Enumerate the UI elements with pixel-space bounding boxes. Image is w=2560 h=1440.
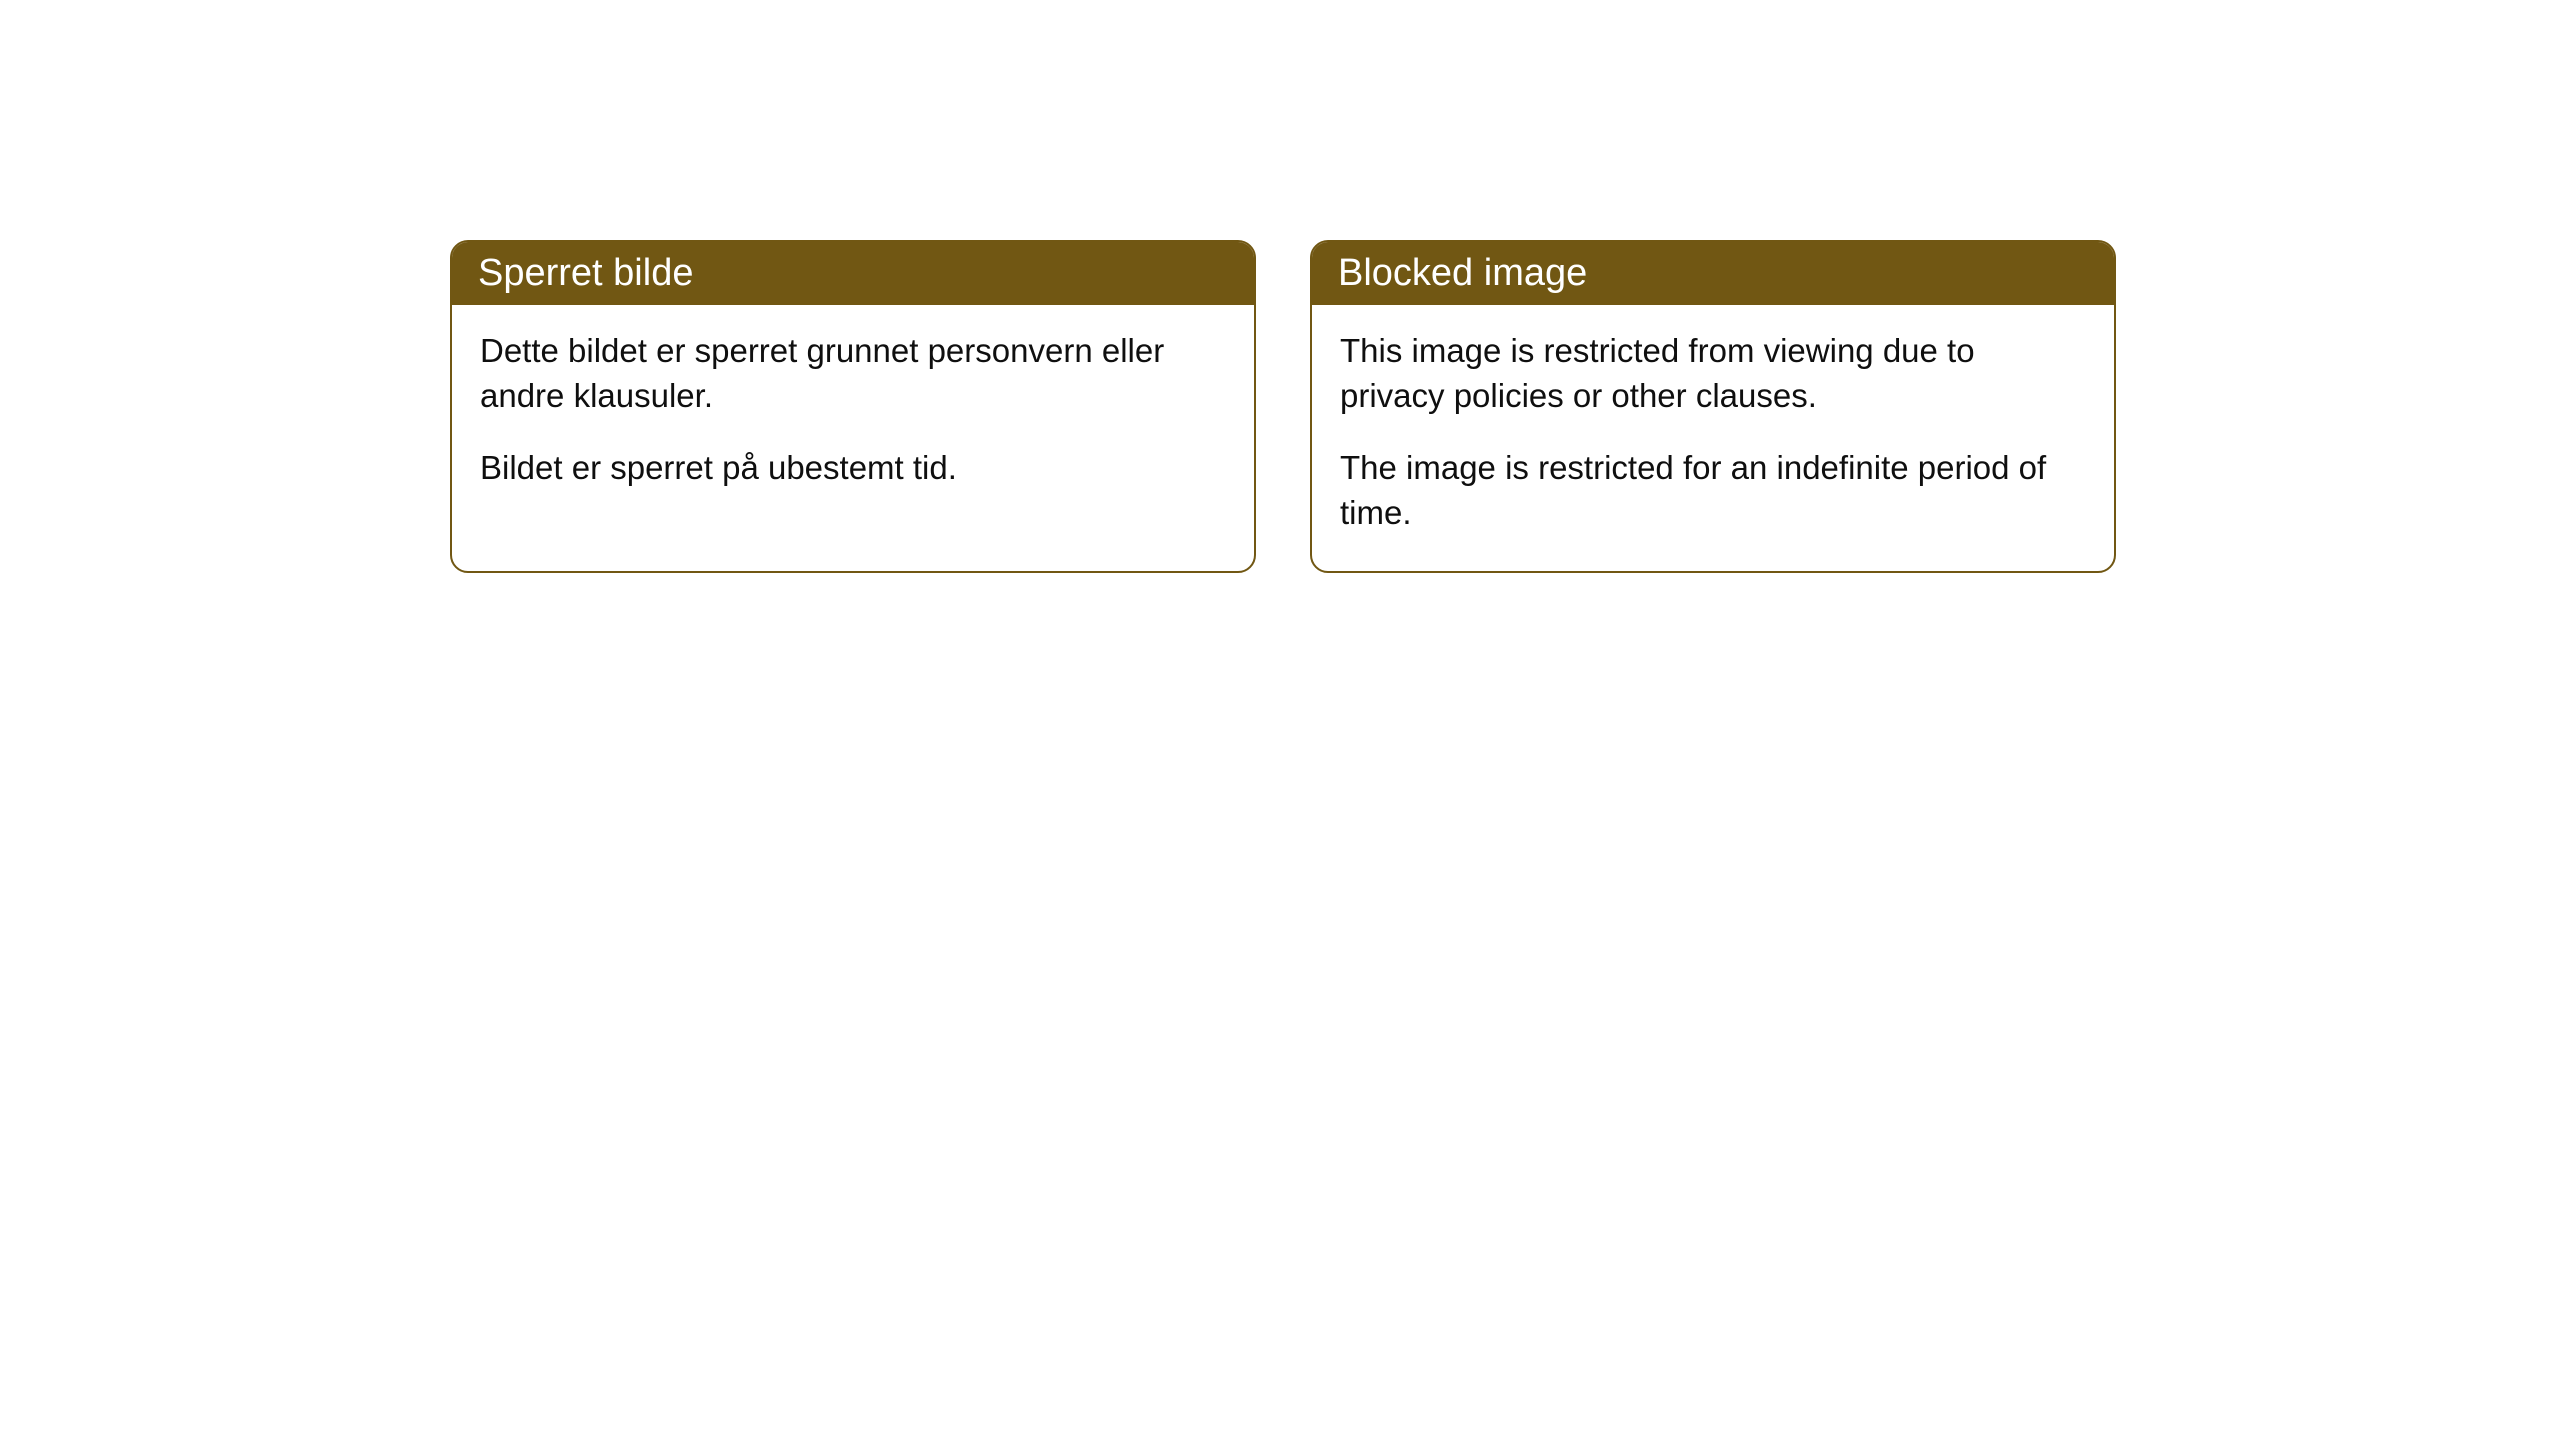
notice-card-norwegian: Sperret bilde Dette bildet er sperret gr… bbox=[450, 240, 1256, 573]
notice-card-english: Blocked image This image is restricted f… bbox=[1310, 240, 2116, 573]
notice-paragraph: Dette bildet er sperret grunnet personve… bbox=[480, 329, 1226, 418]
notice-title: Sperret bilde bbox=[478, 252, 693, 294]
notice-paragraph: The image is restricted for an indefinit… bbox=[1340, 446, 2086, 535]
notice-title: Blocked image bbox=[1338, 252, 1587, 294]
notice-paragraph: This image is restricted from viewing du… bbox=[1340, 329, 2086, 418]
notice-header: Sperret bilde bbox=[452, 242, 1254, 305]
notice-header: Blocked image bbox=[1312, 242, 2114, 305]
notice-body: This image is restricted from viewing du… bbox=[1312, 305, 2114, 571]
notice-body: Dette bildet er sperret grunnet personve… bbox=[452, 305, 1254, 527]
notice-container: Sperret bilde Dette bildet er sperret gr… bbox=[450, 240, 2116, 573]
notice-paragraph: Bildet er sperret på ubestemt tid. bbox=[480, 446, 1226, 491]
